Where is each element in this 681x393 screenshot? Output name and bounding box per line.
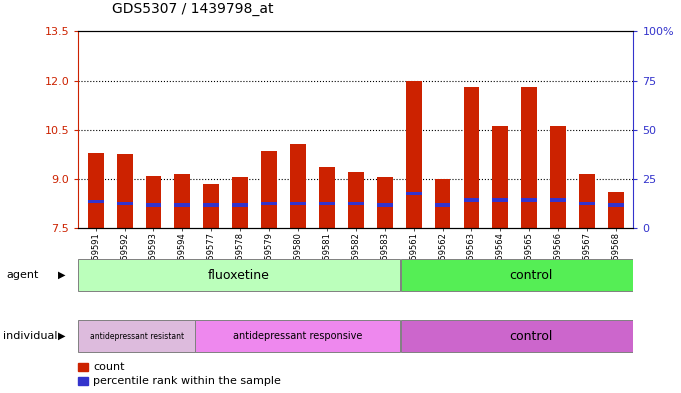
Bar bbox=[88, 152, 104, 228]
Text: ▶: ▶ bbox=[58, 270, 65, 280]
Bar bbox=[261, 202, 277, 205]
Bar bbox=[492, 198, 508, 202]
Bar bbox=[116, 154, 133, 228]
Text: GDS5307 / 1439798_at: GDS5307 / 1439798_at bbox=[112, 2, 274, 16]
Text: antidepressant resistant: antidepressant resistant bbox=[90, 332, 184, 340]
Text: count: count bbox=[93, 362, 125, 372]
Text: fluoxetine: fluoxetine bbox=[208, 268, 270, 282]
Bar bbox=[377, 204, 393, 207]
Text: individual: individual bbox=[3, 331, 58, 341]
Bar bbox=[146, 176, 161, 228]
Bar bbox=[232, 204, 248, 207]
Bar bbox=[348, 172, 364, 228]
Bar bbox=[406, 192, 422, 195]
Bar bbox=[290, 145, 306, 228]
Bar bbox=[464, 198, 479, 202]
Bar bbox=[464, 87, 479, 228]
Bar bbox=[319, 202, 335, 205]
Bar bbox=[78, 377, 88, 385]
Bar bbox=[174, 204, 190, 207]
Text: antidepressant responsive: antidepressant responsive bbox=[233, 331, 362, 341]
Text: percentile rank within the sample: percentile rank within the sample bbox=[93, 376, 281, 386]
Bar bbox=[319, 167, 335, 228]
Text: agent: agent bbox=[7, 270, 39, 280]
Bar bbox=[550, 127, 566, 228]
Bar bbox=[174, 174, 190, 228]
Bar bbox=[78, 363, 88, 371]
Bar bbox=[348, 202, 364, 205]
Bar bbox=[406, 81, 422, 228]
Bar bbox=[78, 320, 195, 352]
Bar bbox=[608, 204, 624, 207]
Bar bbox=[579, 174, 595, 228]
Bar bbox=[522, 87, 537, 228]
Bar bbox=[579, 202, 595, 205]
Bar bbox=[204, 204, 219, 207]
Bar bbox=[550, 198, 566, 202]
Text: control: control bbox=[509, 329, 553, 343]
Bar bbox=[116, 202, 133, 205]
Bar bbox=[232, 177, 248, 228]
Bar bbox=[401, 259, 633, 291]
Bar bbox=[377, 177, 393, 228]
Bar bbox=[434, 179, 451, 228]
Bar bbox=[290, 202, 306, 205]
Bar bbox=[88, 200, 104, 204]
Text: control: control bbox=[509, 268, 553, 282]
Bar bbox=[204, 184, 219, 228]
Text: ▶: ▶ bbox=[58, 331, 65, 341]
Bar bbox=[261, 151, 277, 228]
Bar bbox=[492, 127, 508, 228]
Bar bbox=[401, 320, 633, 352]
Bar bbox=[434, 204, 451, 207]
Bar bbox=[195, 320, 400, 352]
Bar bbox=[608, 192, 624, 228]
Bar bbox=[522, 198, 537, 202]
Bar bbox=[78, 259, 400, 291]
Bar bbox=[146, 204, 161, 207]
